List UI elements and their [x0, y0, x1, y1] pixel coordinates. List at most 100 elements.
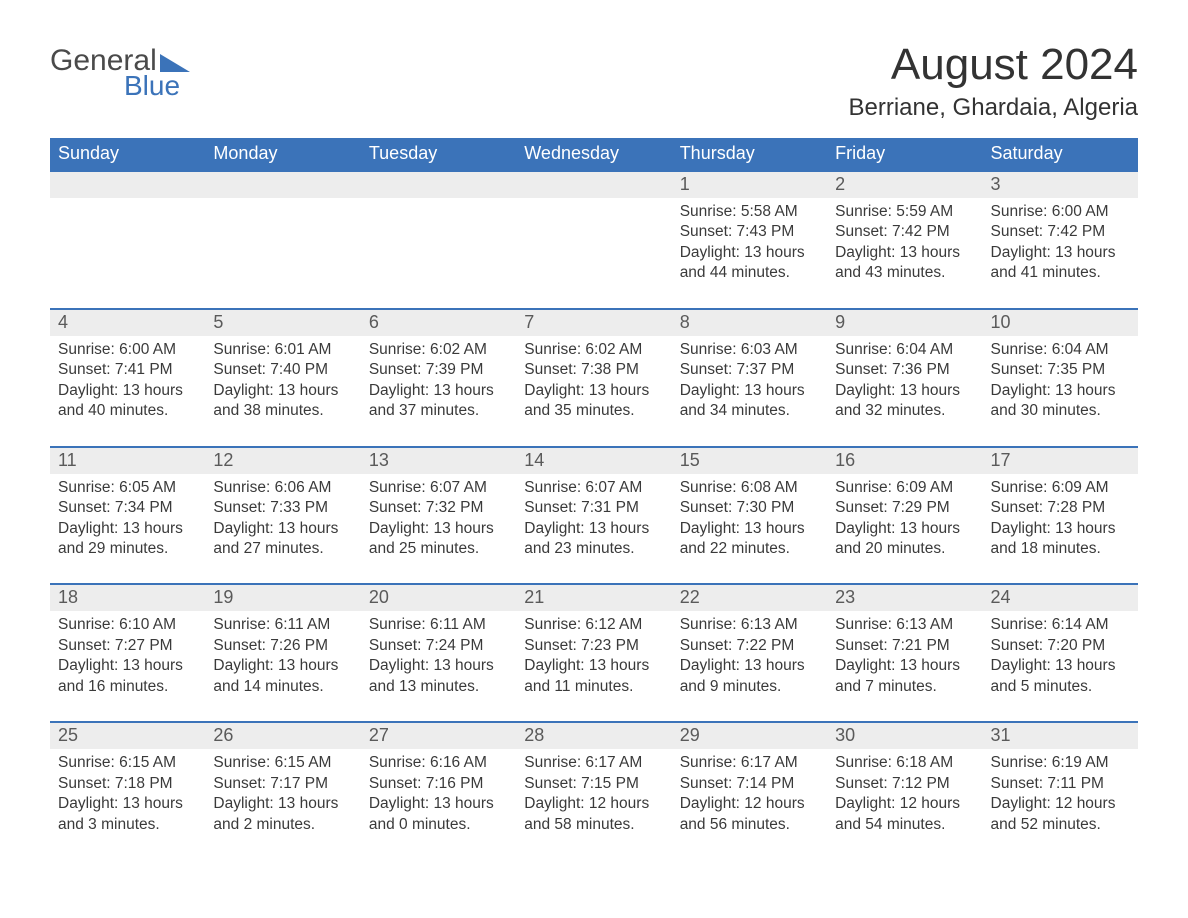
- day-number: 7: [516, 308, 671, 336]
- day-cell: 23Sunrise: 6:13 AMSunset: 7:21 PMDayligh…: [827, 583, 982, 721]
- daylight-line: Daylight: 13 hours and 44 minutes.: [680, 243, 819, 284]
- sunrise-line: Sunrise: 6:12 AM: [524, 615, 663, 635]
- day-number: 26: [205, 721, 360, 749]
- weeks-container: 1Sunrise: 5:58 AMSunset: 7:43 PMDaylight…: [50, 170, 1138, 859]
- day-cell: 4Sunrise: 6:00 AMSunset: 7:41 PMDaylight…: [50, 308, 205, 446]
- sunset-line: Sunset: 7:38 PM: [524, 360, 663, 380]
- sunrise-line: Sunrise: 6:00 AM: [991, 202, 1130, 222]
- day-number: 5: [205, 308, 360, 336]
- header: General Blue August 2024 Berriane, Ghard…: [50, 40, 1138, 122]
- daylight-line: Daylight: 13 hours and 41 minutes.: [991, 243, 1130, 284]
- day-number: 1: [672, 170, 827, 198]
- calendar: SundayMondayTuesdayWednesdayThursdayFrid…: [50, 138, 1138, 859]
- day-cell: 11Sunrise: 6:05 AMSunset: 7:34 PMDayligh…: [50, 446, 205, 584]
- daylight-line: Daylight: 13 hours and 5 minutes.: [991, 656, 1130, 697]
- daylight-line: Daylight: 13 hours and 30 minutes.: [991, 381, 1130, 422]
- day-number: 22: [672, 583, 827, 611]
- sunrise-line: Sunrise: 6:15 AM: [213, 753, 352, 773]
- day-body: Sunrise: 6:05 AMSunset: 7:34 PMDaylight:…: [50, 474, 205, 560]
- weekday-header: Thursday: [672, 138, 827, 170]
- sunrise-line: Sunrise: 6:09 AM: [835, 478, 974, 498]
- sunrise-line: Sunrise: 5:59 AM: [835, 202, 974, 222]
- daylight-line: Daylight: 13 hours and 40 minutes.: [58, 381, 197, 422]
- sunrise-line: Sunrise: 6:07 AM: [524, 478, 663, 498]
- sunset-line: Sunset: 7:43 PM: [680, 222, 819, 242]
- day-cell: 29Sunrise: 6:17 AMSunset: 7:14 PMDayligh…: [672, 721, 827, 859]
- weekday-header: Friday: [827, 138, 982, 170]
- sunrise-line: Sunrise: 6:14 AM: [991, 615, 1130, 635]
- day-body: Sunrise: 6:15 AMSunset: 7:18 PMDaylight:…: [50, 749, 205, 835]
- day-cell: 8Sunrise: 6:03 AMSunset: 7:37 PMDaylight…: [672, 308, 827, 446]
- day-cell: 26Sunrise: 6:15 AMSunset: 7:17 PMDayligh…: [205, 721, 360, 859]
- day-cell: [205, 170, 360, 308]
- day-cell: 5Sunrise: 6:01 AMSunset: 7:40 PMDaylight…: [205, 308, 360, 446]
- day-body: Sunrise: 6:08 AMSunset: 7:30 PMDaylight:…: [672, 474, 827, 560]
- week-row: 11Sunrise: 6:05 AMSunset: 7:34 PMDayligh…: [50, 446, 1138, 584]
- sunset-line: Sunset: 7:27 PM: [58, 636, 197, 656]
- sunrise-line: Sunrise: 6:13 AM: [680, 615, 819, 635]
- sunset-line: Sunset: 7:34 PM: [58, 498, 197, 518]
- day-number: 13: [361, 446, 516, 474]
- week-row: 1Sunrise: 5:58 AMSunset: 7:43 PMDaylight…: [50, 170, 1138, 308]
- day-cell: 27Sunrise: 6:16 AMSunset: 7:16 PMDayligh…: [361, 721, 516, 859]
- day-number: [205, 170, 360, 198]
- day-body: Sunrise: 6:11 AMSunset: 7:26 PMDaylight:…: [205, 611, 360, 697]
- day-cell: 12Sunrise: 6:06 AMSunset: 7:33 PMDayligh…: [205, 446, 360, 584]
- sunrise-line: Sunrise: 6:17 AM: [524, 753, 663, 773]
- day-cell: [516, 170, 671, 308]
- daylight-line: Daylight: 13 hours and 16 minutes.: [58, 656, 197, 697]
- day-cell: 13Sunrise: 6:07 AMSunset: 7:32 PMDayligh…: [361, 446, 516, 584]
- weekday-header: Wednesday: [516, 138, 671, 170]
- day-body: Sunrise: 6:03 AMSunset: 7:37 PMDaylight:…: [672, 336, 827, 422]
- day-cell: 19Sunrise: 6:11 AMSunset: 7:26 PMDayligh…: [205, 583, 360, 721]
- sunset-line: Sunset: 7:17 PM: [213, 774, 352, 794]
- day-cell: 3Sunrise: 6:00 AMSunset: 7:42 PMDaylight…: [983, 170, 1138, 308]
- day-body: Sunrise: 6:07 AMSunset: 7:32 PMDaylight:…: [361, 474, 516, 560]
- day-number: [361, 170, 516, 198]
- day-body: Sunrise: 6:17 AMSunset: 7:15 PMDaylight:…: [516, 749, 671, 835]
- day-body: Sunrise: 6:19 AMSunset: 7:11 PMDaylight:…: [983, 749, 1138, 835]
- page-title: August 2024: [849, 40, 1139, 90]
- day-cell: 28Sunrise: 6:17 AMSunset: 7:15 PMDayligh…: [516, 721, 671, 859]
- day-body: Sunrise: 6:11 AMSunset: 7:24 PMDaylight:…: [361, 611, 516, 697]
- sunset-line: Sunset: 7:22 PM: [680, 636, 819, 656]
- day-number: 14: [516, 446, 671, 474]
- day-number: 2: [827, 170, 982, 198]
- day-body: Sunrise: 6:07 AMSunset: 7:31 PMDaylight:…: [516, 474, 671, 560]
- day-cell: 20Sunrise: 6:11 AMSunset: 7:24 PMDayligh…: [361, 583, 516, 721]
- sunset-line: Sunset: 7:42 PM: [991, 222, 1130, 242]
- day-number: 21: [516, 583, 671, 611]
- weekday-header-row: SundayMondayTuesdayWednesdayThursdayFrid…: [50, 138, 1138, 170]
- daylight-line: Daylight: 13 hours and 22 minutes.: [680, 519, 819, 560]
- day-number: [516, 170, 671, 198]
- sunset-line: Sunset: 7:37 PM: [680, 360, 819, 380]
- weekday-header: Tuesday: [361, 138, 516, 170]
- day-number: 4: [50, 308, 205, 336]
- day-number: 28: [516, 721, 671, 749]
- day-body: Sunrise: 5:59 AMSunset: 7:42 PMDaylight:…: [827, 198, 982, 284]
- day-cell: 1Sunrise: 5:58 AMSunset: 7:43 PMDaylight…: [672, 170, 827, 308]
- day-body: Sunrise: 6:15 AMSunset: 7:17 PMDaylight:…: [205, 749, 360, 835]
- sunrise-line: Sunrise: 6:01 AM: [213, 340, 352, 360]
- sunrise-line: Sunrise: 6:19 AM: [991, 753, 1130, 773]
- weekday-header: Monday: [205, 138, 360, 170]
- sunset-line: Sunset: 7:30 PM: [680, 498, 819, 518]
- day-number: 8: [672, 308, 827, 336]
- day-body: Sunrise: 6:12 AMSunset: 7:23 PMDaylight:…: [516, 611, 671, 697]
- sunset-line: Sunset: 7:12 PM: [835, 774, 974, 794]
- day-number: 18: [50, 583, 205, 611]
- day-number: 31: [983, 721, 1138, 749]
- sunset-line: Sunset: 7:35 PM: [991, 360, 1130, 380]
- day-body: Sunrise: 6:16 AMSunset: 7:16 PMDaylight:…: [361, 749, 516, 835]
- sunset-line: Sunset: 7:23 PM: [524, 636, 663, 656]
- day-body: Sunrise: 6:17 AMSunset: 7:14 PMDaylight:…: [672, 749, 827, 835]
- daylight-line: Daylight: 13 hours and 38 minutes.: [213, 381, 352, 422]
- sunset-line: Sunset: 7:21 PM: [835, 636, 974, 656]
- daylight-line: Daylight: 13 hours and 20 minutes.: [835, 519, 974, 560]
- daylight-line: Daylight: 13 hours and 2 minutes.: [213, 794, 352, 835]
- logo-triangle-icon: [160, 50, 190, 72]
- daylight-line: Daylight: 13 hours and 43 minutes.: [835, 243, 974, 284]
- day-body: Sunrise: 6:06 AMSunset: 7:33 PMDaylight:…: [205, 474, 360, 560]
- day-body: Sunrise: 6:00 AMSunset: 7:41 PMDaylight:…: [50, 336, 205, 422]
- sunset-line: Sunset: 7:39 PM: [369, 360, 508, 380]
